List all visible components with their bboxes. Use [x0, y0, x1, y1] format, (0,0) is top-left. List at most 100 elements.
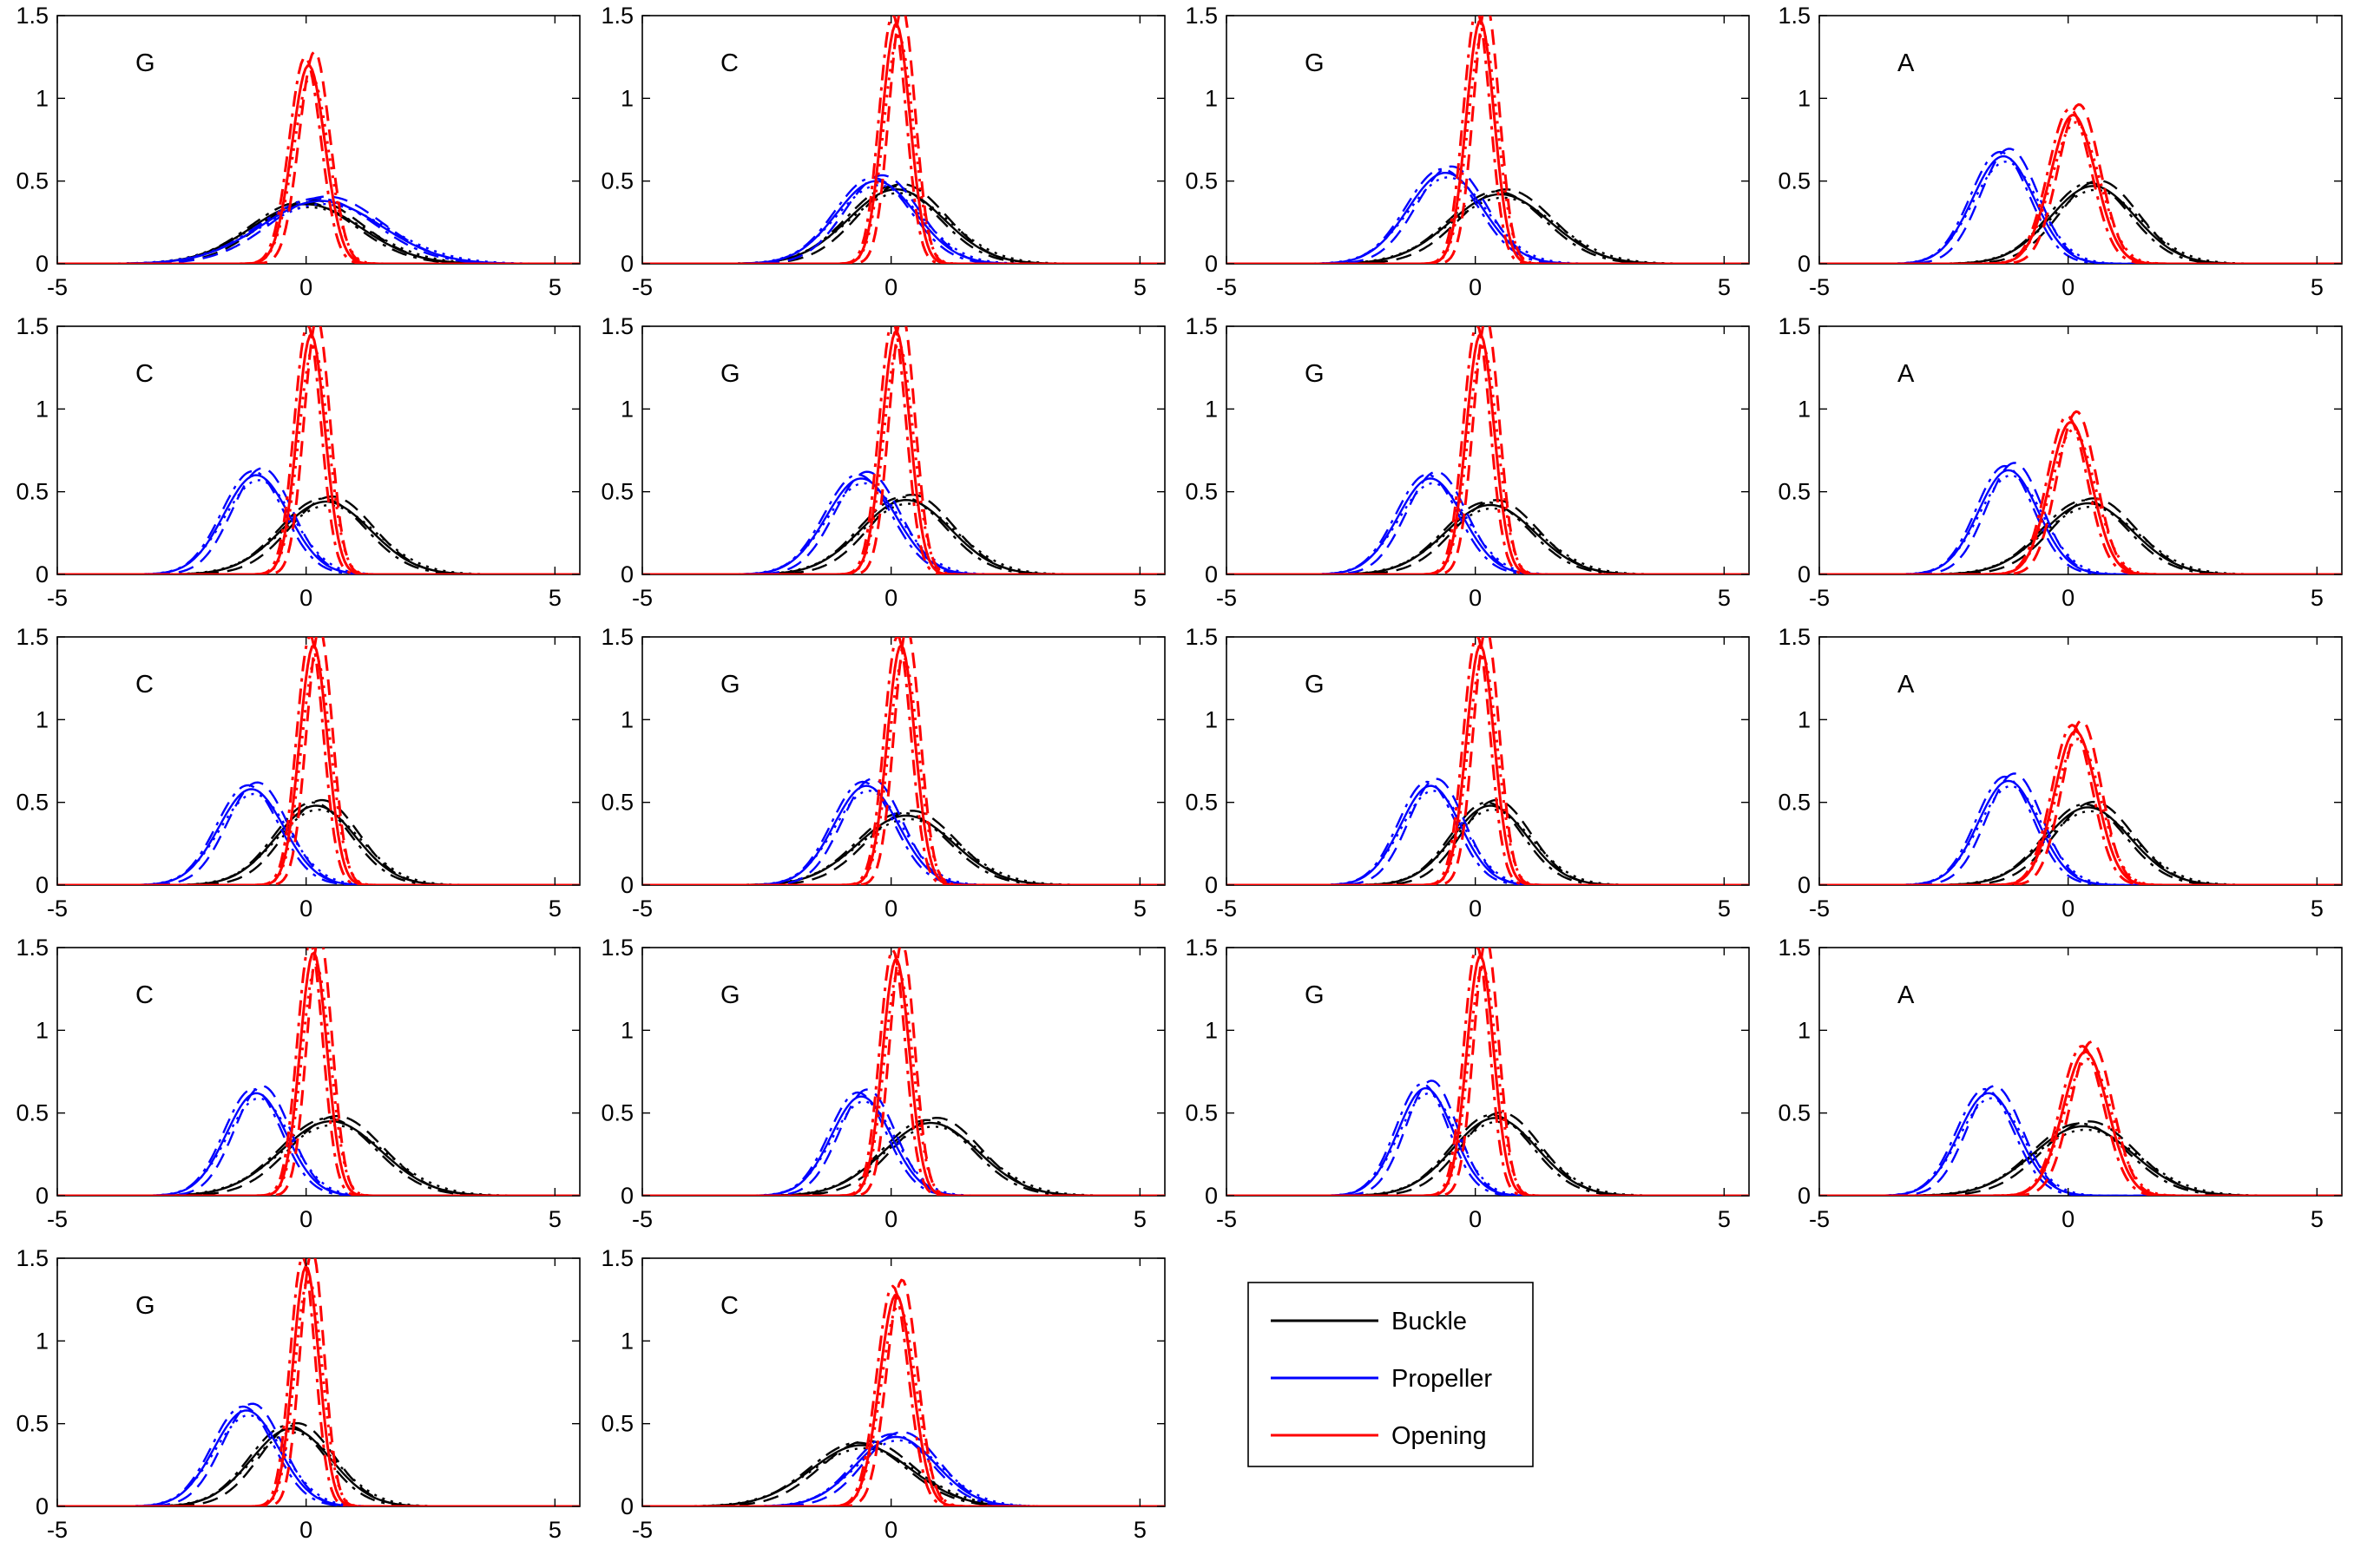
y-tick-label: 1 — [1798, 396, 1811, 422]
series-line-buckle — [57, 1424, 580, 1506]
y-tick-label: 1.5 — [601, 313, 634, 339]
y-tick-label: 0.5 — [1185, 479, 1218, 505]
y-tick-label: 1.5 — [1185, 624, 1218, 650]
series-line-opening — [1819, 421, 2342, 574]
x-tick-label: 5 — [2311, 896, 2324, 922]
subplot: 00.511.5-5 0 5G — [1185, 935, 1750, 1232]
series-line-propeller — [1819, 775, 2342, 885]
y-tick-label: 0 — [36, 872, 49, 898]
x-tick-label: -5 — [1809, 1206, 1830, 1232]
y-tick-label: 1.5 — [601, 624, 634, 650]
curves — [1226, 637, 1749, 885]
subplot: 00.511.5-5 0 5C — [601, 3, 1166, 300]
y-tick-label: 1.5 — [16, 1245, 49, 1271]
y-tick-label: 0 — [1205, 1183, 1218, 1209]
series-line-buckle — [1819, 800, 2342, 885]
plot-frame — [1818, 636, 2343, 886]
y-tick-label: 0 — [1798, 1183, 1811, 1209]
series-line-opening — [1226, 16, 1749, 264]
x-tick-label: 0 — [884, 1206, 898, 1232]
y-tick-label: 0 — [621, 1493, 634, 1519]
x-tick-label: 0 — [299, 1206, 312, 1232]
y-tick-label: 0.5 — [601, 1411, 634, 1437]
x-tick-label: 5 — [1718, 1206, 1731, 1232]
series-line-propeller — [642, 1433, 1165, 1506]
y-tick-label: 0.5 — [1185, 1100, 1218, 1126]
series-line-buckle — [642, 1125, 1165, 1196]
panel-label: G — [135, 1292, 155, 1320]
series-line-opening — [1226, 333, 1749, 574]
y-tick-label: 0 — [621, 1183, 634, 1209]
x-tick-label: 0 — [884, 896, 898, 922]
y-tick-label: 0 — [1205, 561, 1218, 587]
y-tick-label: 1 — [36, 706, 49, 732]
y-tick-label: 1.5 — [1778, 624, 1811, 650]
x-tick-label: -5 — [632, 585, 653, 611]
series-line-opening — [1819, 114, 2342, 264]
series-line-buckle — [642, 495, 1165, 574]
x-tick-label: 0 — [1469, 1206, 1482, 1232]
y-tick-label: 1 — [621, 396, 634, 422]
x-tick-label: 5 — [1718, 896, 1731, 922]
subplot: 00.511.5-5 0 5G — [601, 313, 1166, 611]
series-line-propeller — [1226, 780, 1749, 885]
x-tick-label: 0 — [299, 1517, 312, 1543]
y-tick-label: 1 — [621, 1328, 634, 1354]
series-line-buckle — [1226, 798, 1749, 885]
x-tick-label: -5 — [1216, 274, 1237, 300]
series-line-propeller — [642, 784, 1165, 885]
y-tick-label: 1 — [36, 396, 49, 422]
y-tick-label: 0.5 — [1778, 790, 1811, 816]
series-line-opening — [642, 342, 1165, 574]
y-tick-label: 0 — [621, 251, 634, 277]
y-tick-label: 0 — [36, 251, 49, 277]
curves — [1226, 16, 1749, 264]
x-tick-label: 5 — [2311, 274, 2324, 300]
x-tick-label: -5 — [47, 274, 68, 300]
y-tick-label: 0.5 — [1778, 1100, 1811, 1126]
y-tick-label: 0.5 — [1778, 168, 1811, 194]
series-line-propeller — [1226, 1086, 1749, 1196]
panel-label: A — [1897, 671, 1915, 699]
y-tick-label: 0 — [1798, 872, 1811, 898]
curves — [57, 326, 580, 574]
y-tick-label: 1.5 — [1778, 935, 1811, 961]
x-tick-label: 5 — [1134, 896, 1147, 922]
x-tick-label: 5 — [549, 896, 562, 922]
panel-label: C — [135, 360, 154, 388]
y-tick-label: 1.5 — [601, 935, 634, 961]
panel-label: C — [720, 49, 739, 77]
panel-label: C — [135, 981, 154, 1009]
series-line-opening — [1819, 1045, 2342, 1196]
curves — [642, 637, 1165, 885]
series-line-propeller — [57, 469, 580, 574]
series-line-opening — [1819, 415, 2342, 574]
curves — [1819, 103, 2342, 264]
y-tick-label: 1.5 — [16, 3, 49, 29]
y-tick-label: 1 — [36, 85, 49, 111]
y-tick-label: 0.5 — [601, 1100, 634, 1126]
subplot: 00.511.5-5 0 5G — [1185, 313, 1750, 611]
y-tick-label: 1.5 — [16, 313, 49, 339]
y-tick-label: 1.5 — [601, 3, 634, 29]
y-tick-label: 0.5 — [16, 479, 49, 505]
panel-label: G — [720, 981, 740, 1009]
panel-label: G — [1305, 360, 1325, 388]
y-tick-label: 1.5 — [16, 935, 49, 961]
y-tick-label: 0 — [36, 1493, 49, 1519]
series-line-buckle — [642, 1447, 1165, 1506]
series-line-opening — [1226, 948, 1749, 1196]
series-line-opening — [57, 1258, 580, 1506]
x-tick-label: -5 — [632, 274, 653, 300]
curves — [642, 948, 1165, 1196]
x-tick-label: 0 — [1469, 585, 1482, 611]
legend-label-buckle: Buckle — [1391, 1308, 1467, 1335]
curves — [57, 948, 580, 1196]
y-tick-label: 0.5 — [601, 479, 634, 505]
panel-label: G — [1305, 981, 1325, 1009]
x-tick-label: 5 — [1718, 274, 1731, 300]
series-line-opening — [1226, 326, 1749, 574]
series-line-opening — [57, 948, 580, 1196]
x-tick-label: 0 — [2061, 585, 2075, 611]
